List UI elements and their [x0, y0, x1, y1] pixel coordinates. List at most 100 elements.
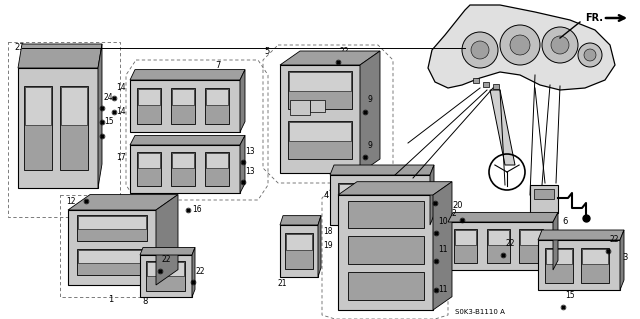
Bar [171, 152, 195, 186]
Bar [538, 240, 620, 290]
Text: 9: 9 [367, 95, 372, 105]
Bar [483, 82, 489, 87]
Text: 6: 6 [562, 218, 568, 226]
Polygon shape [448, 212, 558, 222]
Polygon shape [240, 135, 245, 193]
Text: 22: 22 [195, 268, 205, 277]
Bar [454, 229, 477, 263]
Bar [206, 153, 228, 168]
Text: 12: 12 [66, 197, 76, 205]
Bar [140, 255, 192, 297]
Polygon shape [360, 51, 380, 173]
Text: 9: 9 [367, 140, 372, 150]
Text: 11: 11 [438, 246, 447, 255]
Bar [147, 261, 185, 291]
Bar [487, 229, 510, 263]
Bar [339, 183, 372, 199]
Bar [60, 195, 175, 297]
Text: 16: 16 [192, 205, 202, 214]
Bar [348, 272, 424, 300]
Polygon shape [156, 195, 178, 285]
Circle shape [500, 25, 540, 65]
Polygon shape [430, 165, 434, 225]
Bar [288, 71, 352, 109]
Bar [338, 195, 433, 310]
Bar [172, 153, 194, 168]
Text: 8: 8 [142, 298, 147, 307]
Bar [348, 201, 424, 228]
Bar [348, 236, 424, 264]
Polygon shape [98, 44, 102, 188]
Bar [545, 249, 572, 264]
Text: 4: 4 [324, 191, 329, 201]
Bar [448, 222, 553, 270]
Text: 20: 20 [452, 201, 463, 210]
Bar [171, 88, 195, 124]
Bar [77, 214, 147, 241]
Bar [138, 153, 160, 168]
Bar [488, 230, 509, 245]
Circle shape [510, 35, 530, 55]
Bar [206, 89, 228, 105]
Bar [78, 250, 146, 263]
Bar [130, 145, 240, 193]
Bar [130, 80, 240, 132]
Text: 5: 5 [264, 48, 269, 56]
Polygon shape [240, 70, 245, 132]
Text: 15: 15 [565, 292, 575, 300]
Text: 3: 3 [622, 254, 627, 263]
Bar [580, 248, 609, 283]
Text: 13: 13 [245, 147, 255, 157]
Bar [455, 230, 476, 245]
Bar [289, 122, 351, 141]
Circle shape [578, 43, 602, 67]
Bar [330, 175, 430, 225]
Bar [520, 230, 541, 245]
Circle shape [584, 49, 596, 61]
Text: 10: 10 [438, 218, 447, 226]
Text: FR.: FR. [585, 13, 603, 23]
Text: 23: 23 [14, 43, 24, 53]
Text: 7: 7 [215, 61, 220, 70]
Text: 17: 17 [116, 153, 125, 162]
Polygon shape [428, 5, 615, 90]
Text: 1: 1 [108, 295, 113, 305]
Polygon shape [280, 51, 380, 65]
Text: S0K3-B1110 A: S0K3-B1110 A [455, 309, 505, 315]
Bar [383, 183, 416, 199]
Text: 18: 18 [323, 227, 333, 236]
Polygon shape [338, 182, 452, 195]
Polygon shape [490, 90, 515, 165]
Polygon shape [68, 195, 178, 210]
Circle shape [471, 41, 489, 59]
Text: 24: 24 [104, 93, 114, 102]
Bar [147, 262, 184, 276]
Text: 14: 14 [116, 108, 125, 116]
Bar [136, 152, 161, 186]
Polygon shape [130, 70, 245, 80]
Bar [338, 182, 373, 218]
Text: 19: 19 [323, 241, 333, 249]
Bar [493, 84, 499, 89]
Polygon shape [620, 230, 624, 290]
Polygon shape [280, 216, 321, 225]
Bar [68, 210, 156, 285]
Text: 22: 22 [340, 48, 349, 56]
Bar [138, 89, 160, 105]
Bar [382, 182, 417, 218]
Bar [534, 189, 554, 199]
Bar [205, 152, 229, 186]
Polygon shape [130, 135, 245, 145]
Text: 15: 15 [437, 188, 447, 197]
Polygon shape [538, 230, 624, 240]
Bar [280, 65, 360, 173]
Text: 11: 11 [438, 286, 447, 294]
Bar [285, 234, 312, 250]
Circle shape [551, 36, 569, 54]
Bar [520, 229, 543, 263]
Text: 22: 22 [610, 235, 620, 244]
Bar [280, 225, 318, 277]
Bar [18, 68, 98, 188]
Polygon shape [18, 44, 102, 68]
Polygon shape [433, 182, 452, 310]
